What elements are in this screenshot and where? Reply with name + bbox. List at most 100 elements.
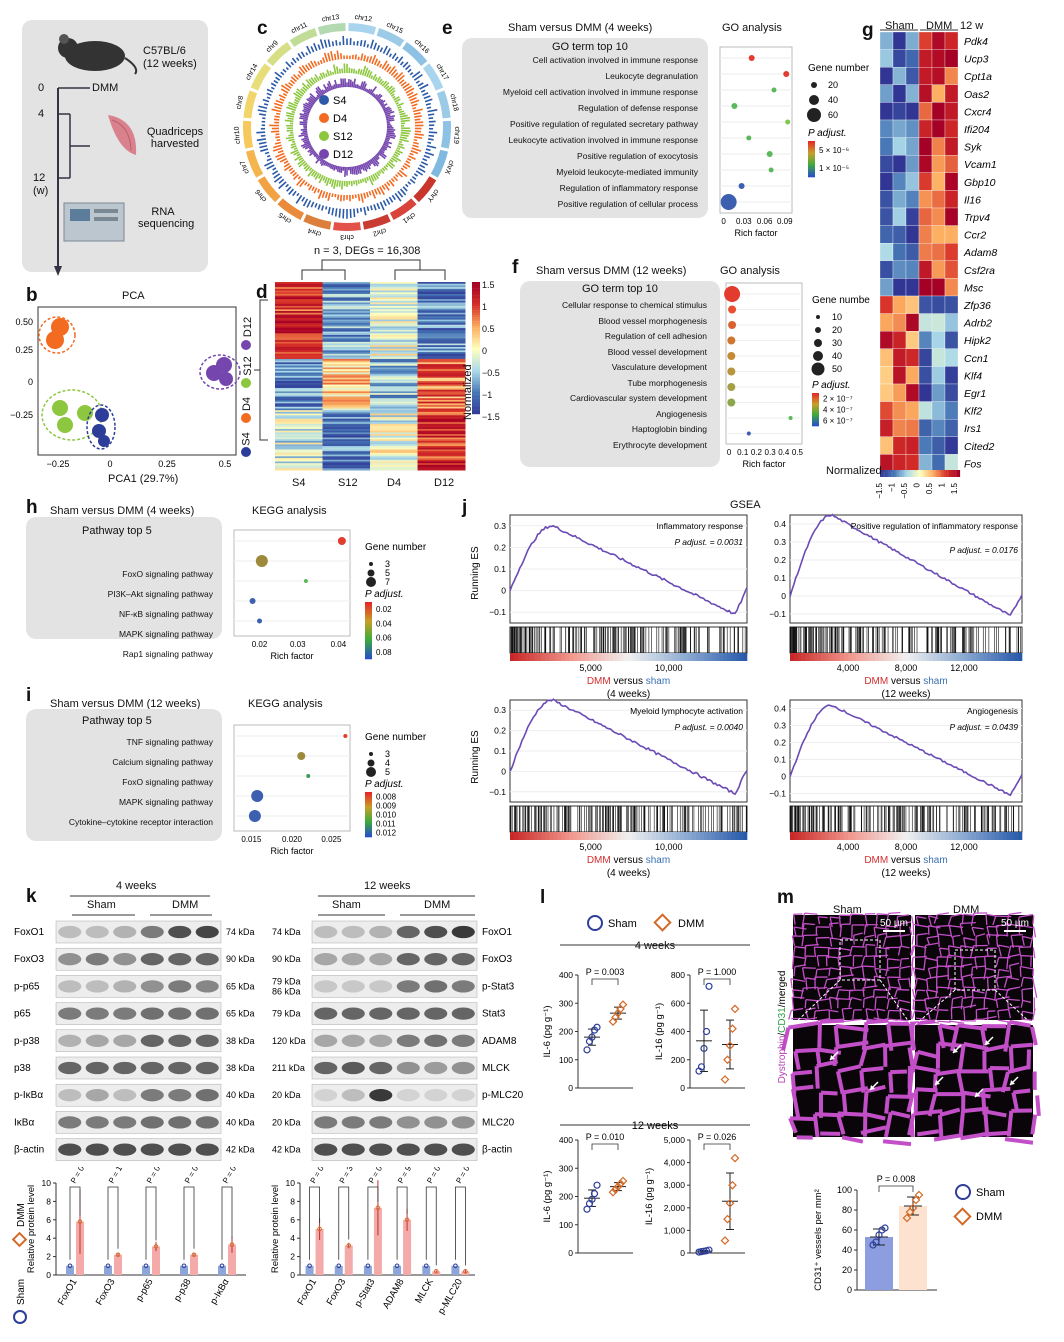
gene-scale-cell (908, 470, 911, 477)
circos-track-bar (313, 153, 318, 158)
deg-header: n = 3, DEGs = 16,308 (314, 245, 421, 257)
gsea-rank-cell (517, 832, 523, 840)
dystrophin-membrane (899, 1008, 902, 1021)
legend-dmm-label: DMM (678, 918, 704, 930)
circos-track-bar (376, 171, 381, 177)
gsea-rank-cell (964, 653, 969, 661)
heatmap-cell (322, 360, 371, 363)
dystrophin-membrane (960, 921, 976, 925)
circos-track-bar (307, 101, 314, 107)
blot-kda-label: 90 kDa (272, 954, 301, 964)
color-legend-cell (365, 828, 372, 830)
dystrophin-membrane (1011, 933, 1023, 937)
heatmap-scale-cell (472, 286, 480, 289)
circos-track-bar (319, 39, 325, 49)
circos-track-bar (266, 164, 275, 170)
circos-track-bar (400, 81, 407, 87)
gene-heatmap-cell (892, 207, 907, 226)
circos-track-bar (384, 110, 395, 116)
blot-band (451, 1061, 475, 1075)
dystrophin-membrane (895, 916, 899, 927)
dystrophin-membrane (914, 1010, 927, 1013)
circos-track-bar (315, 156, 322, 164)
size-legend-title: Gene number (365, 542, 427, 553)
dystrophin-membrane (875, 913, 878, 927)
gsea-rank-cell (1014, 832, 1019, 840)
color-legend-cell (365, 645, 372, 648)
gsea-rank-cell (723, 832, 728, 840)
blot-band (85, 980, 109, 993)
dystrophin-membrane (1000, 1071, 1010, 1093)
heatmap-cell (417, 411, 466, 415)
heatmap-cell (370, 370, 418, 374)
scatter-ytick: 3,000 (664, 1180, 686, 1190)
heatmap-cell (417, 355, 466, 358)
heatmap-scale-cell (472, 372, 480, 375)
chromosome-segment (362, 214, 391, 230)
heatmap-cell (322, 437, 371, 440)
chromosome-label: chr19 (452, 126, 460, 144)
circos-track-bar (302, 138, 310, 143)
gene-heatmap-cell (944, 84, 959, 103)
bar-sham (363, 1265, 372, 1275)
color-legend-tick: 2 × 10⁻⁷ (823, 395, 853, 404)
circos-track-bar (376, 187, 382, 195)
heatmap-cell (370, 329, 418, 333)
scatter-point-dmm (720, 1075, 730, 1084)
circos-track-bar (397, 56, 404, 64)
circos-track-bar (284, 119, 294, 123)
dystrophin-membrane (875, 946, 890, 950)
scatter-point-dmm (725, 1198, 735, 1208)
circos-track-bar (325, 177, 330, 186)
dystrophin-membrane (1019, 913, 1034, 918)
heatmap-cell (417, 444, 466, 447)
gsea-rank-cell (719, 832, 724, 840)
size-legend-label: 40 (832, 351, 842, 361)
blot-band (424, 1143, 448, 1156)
dystrophin-membrane (791, 997, 795, 1011)
circos-track-bar (354, 165, 358, 175)
heatmap-scale-cell (472, 341, 480, 344)
circos-track-bar (374, 76, 378, 82)
dystrophin-membrane (861, 956, 866, 967)
circos-track-bar (260, 148, 269, 152)
gsea-rank-cell (545, 653, 550, 661)
dystrophin-membrane (935, 1009, 939, 1021)
gene-heatmap-cell (944, 243, 959, 261)
heatmap-cell (322, 324, 371, 327)
heatmap-cell (417, 307, 466, 310)
circos-track-bar (368, 89, 373, 95)
e-box-title: GO term top 10 (552, 41, 628, 53)
color-legend-cell (808, 169, 815, 172)
dystrophin-membrane (997, 944, 1002, 957)
blot-band (113, 925, 137, 939)
zoom-box (839, 939, 881, 981)
heatmap-cell (370, 350, 418, 353)
gene-label: Trpv4 (964, 212, 990, 224)
dystrophin-membrane (849, 946, 853, 956)
gsea-rank-cell (867, 653, 872, 661)
circos-track-bar (427, 141, 432, 144)
circos-track-bar (402, 83, 410, 89)
gsea-rank-cell (565, 832, 570, 840)
dystrophin-membrane (1006, 956, 1009, 970)
gsea-rank-cell (671, 653, 677, 661)
dystrophin-membrane (866, 1018, 889, 1025)
blot-band (140, 1116, 164, 1129)
chromosome-segment (277, 198, 305, 221)
circos-track-bar (396, 102, 404, 107)
gsea-rank-cell (723, 653, 728, 661)
heatmap-cell (275, 331, 323, 334)
circos-track-bar (271, 108, 281, 113)
gsea-rank-cell (933, 653, 938, 661)
pca-xtick: 0.25 (158, 459, 176, 469)
gene-scale-cell (937, 470, 940, 477)
gsea-rank-cell (731, 832, 736, 840)
heatmap-cell (370, 300, 418, 304)
heatmap-cell (370, 413, 418, 416)
dystrophin-membrane (986, 977, 989, 991)
gsea-ytick: 0.1 (774, 755, 786, 765)
cd31-point (875, 1231, 883, 1239)
heatmap-cell (275, 369, 323, 372)
heatmap-scale-cell (472, 370, 480, 373)
